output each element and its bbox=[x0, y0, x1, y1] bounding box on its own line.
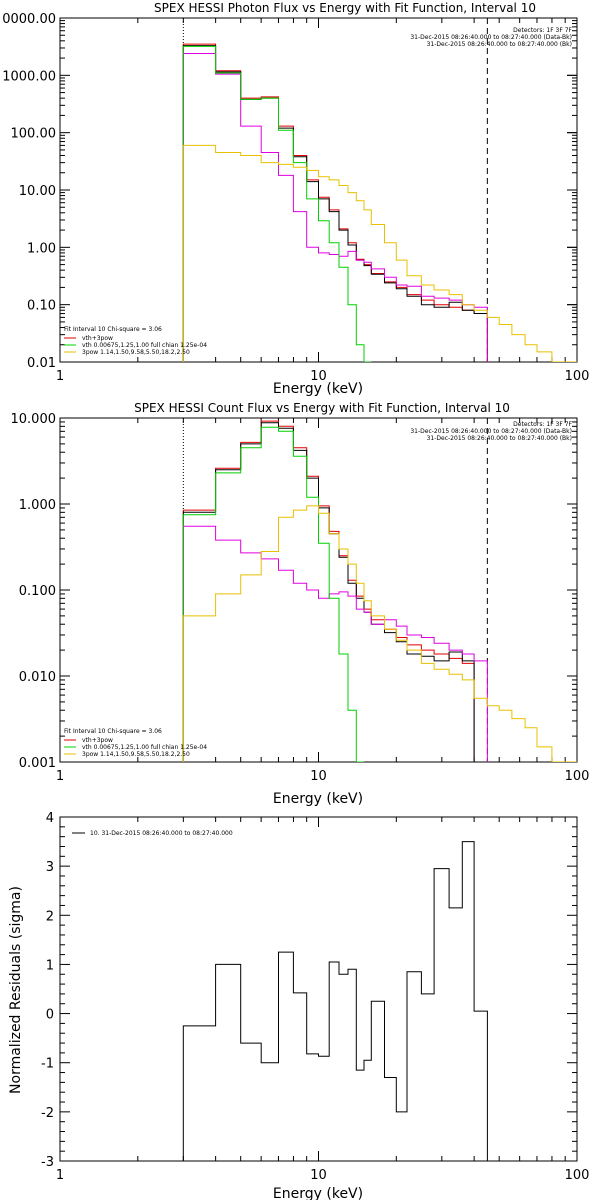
count-flux-series-0 bbox=[182, 420, 475, 762]
count-flux-y-tick-label: 0.100 bbox=[19, 584, 56, 599]
photon-flux-y-tick-label: 1000.00 bbox=[2, 69, 56, 84]
photon-flux-y-tick-label: 0.01 bbox=[27, 356, 56, 371]
residuals-y-tick-label: -3 bbox=[41, 1155, 54, 1170]
photon-flux-legend-title: Fit Interval 10 Chi-square = 3.06 bbox=[64, 326, 162, 333]
photon-flux-legend-3pow: 3pow 1.14,1.50,9.58,5.50,18.2,2.50 bbox=[82, 349, 190, 356]
residuals-y-tick-label: -1 bbox=[41, 1057, 54, 1072]
photon-flux-x-tick-label: 1 bbox=[56, 369, 64, 384]
count-flux-legend-vth: vth 0.00675,1.25,1.00 full chian 1.25e-0… bbox=[82, 744, 207, 751]
photon-flux-legend-vth: vth 0.00675,1.25,1.00 full chian 1.25e-0… bbox=[82, 342, 207, 349]
residuals-y-tick-label: 1 bbox=[46, 958, 54, 973]
photon-flux-series-0 bbox=[182, 43, 488, 362]
count-flux-y-tick-label: 0.001 bbox=[19, 756, 56, 771]
count-flux-y-tick-label: 0.010 bbox=[19, 670, 56, 685]
residuals-series-group bbox=[182, 841, 488, 1161]
photon-flux-plot-area: 1 10 100 0.01 0.10 1.00 10.00 100.00 1000.00 0000… bbox=[2, 12, 589, 384]
photon-flux-x-axis-label: Energy (keV) bbox=[273, 381, 363, 397]
count-flux-panel: SPEX HESSI Count Flux vs Energy with Fit… bbox=[11, 401, 590, 807]
count-flux-detectors-text: Detectors: 1F 3F 7F bbox=[513, 421, 572, 428]
photon-flux-panel: SPEX HESSI Photon Flux vs Energy with Fi… bbox=[2, 1, 589, 397]
photon-flux-series-1 bbox=[182, 45, 488, 362]
residuals-x-tick-label: 1 bbox=[56, 1168, 64, 1183]
count-flux-series-1 bbox=[182, 422, 475, 762]
count-flux-x-tick-label: 100 bbox=[565, 769, 590, 784]
count-flux-x-axis-label: Energy (keV) bbox=[273, 791, 363, 807]
photon-flux-series-3 bbox=[182, 45, 372, 362]
residuals-series-0 bbox=[182, 841, 488, 1161]
photon-flux-x-tick-label: 10 bbox=[310, 369, 327, 384]
count-flux-y-tick-label: 1.000 bbox=[19, 498, 56, 513]
photon-flux-series-2 bbox=[182, 53, 488, 362]
photon-flux-series-4 bbox=[182, 144, 577, 362]
count-flux-x-tick-label: 10 bbox=[310, 769, 327, 784]
count-flux-legend-3pow: 3pow 1.14,1.50,9.58,5.50,18.2,2.50 bbox=[82, 751, 190, 758]
photon-flux-y-tick-label: 10.00 bbox=[19, 184, 56, 199]
count-flux-series-group bbox=[182, 420, 577, 762]
count-flux-legend-title: Fit Interval 10 Chi-square = 3.06 bbox=[64, 728, 162, 735]
residuals-y-tick-label: 0 bbox=[46, 1008, 54, 1023]
count-flux-series-4 bbox=[182, 505, 577, 762]
count-flux-series-2 bbox=[182, 525, 488, 762]
photon-flux-detectors-text: Detectors: 1F 3F 7F bbox=[513, 27, 572, 34]
residuals-y-tick-label: 4 bbox=[46, 811, 54, 826]
photon-flux-title: SPEX HESSI Photon Flux vs Energy with Fi… bbox=[154, 1, 536, 15]
photon-flux-legend-vth3pow: vth+3pow bbox=[82, 335, 113, 342]
count-flux-y-tick-label: 10.000 bbox=[11, 412, 57, 427]
photon-flux-y-tick-label: 1.00 bbox=[27, 241, 56, 256]
residuals-legend-label: 10. 31-Dec-2015 08:26:40.000 to 08:27:40… bbox=[90, 830, 233, 837]
count-flux-bk-time-text: 31-Dec-2015 08:26:40.000 to 08:27:40.000… bbox=[427, 435, 572, 442]
photon-flux-data-time-text: 31-Dec-2015 08:26:40.000 to 08:27:40.000… bbox=[410, 34, 572, 41]
photon-flux-y-tick-label: 0000.00 bbox=[2, 12, 56, 27]
residuals-plot-area: 1 10 100 -3 -2 -1 0 1 2 3 4 bbox=[41, 811, 589, 1183]
count-flux-data-time-text: 31-Dec-2015 08:26:40.000 to 08:27:40.000… bbox=[410, 428, 572, 435]
count-flux-legend-vth3pow: vth+3pow bbox=[82, 737, 113, 744]
photon-flux-y-tick-label: 100.00 bbox=[11, 127, 57, 142]
residuals-frame bbox=[59, 816, 578, 1162]
residuals-x-tick-label: 10 bbox=[310, 1168, 327, 1183]
residuals-y-tick-label: 3 bbox=[46, 860, 54, 875]
photon-flux-series-group bbox=[182, 43, 577, 362]
residuals-panel: 1 10 100 -3 -2 -1 0 1 2 3 4 10. 31-Dec-2015 08:26:… bbox=[8, 811, 589, 1200]
count-flux-series-3 bbox=[182, 426, 364, 762]
photon-flux-y-tick-label: 0.10 bbox=[27, 299, 56, 314]
residuals-y-axis-label: Normalized Residuals (sigma) bbox=[8, 886, 24, 1094]
residuals-y-tick-label: -2 bbox=[41, 1106, 54, 1121]
residuals-y-tick-label: 2 bbox=[46, 909, 54, 924]
count-flux-x-tick-label: 1 bbox=[56, 769, 64, 784]
residuals-x-axis-label: Energy (keV) bbox=[273, 1186, 363, 1200]
count-flux-plot-area: 1 10 100 0.001 0.010 0.100 1.000 10.000 bbox=[11, 412, 590, 784]
residuals-x-tick-label: 100 bbox=[565, 1168, 590, 1183]
photon-flux-x-tick-label: 100 bbox=[565, 369, 590, 384]
photon-flux-bk-time-text: 31-Dec-2015 08:26:40.000 to 08:27:40.000… bbox=[427, 41, 572, 48]
count-flux-title: SPEX HESSI Count Flux vs Energy with Fit… bbox=[134, 401, 510, 415]
